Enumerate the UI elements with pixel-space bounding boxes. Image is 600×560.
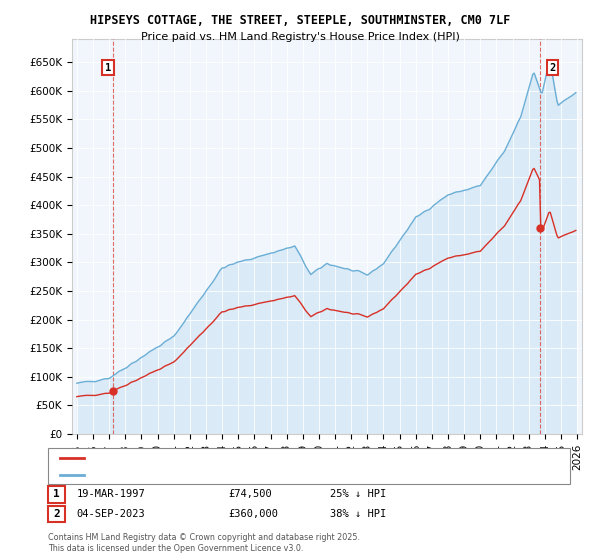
Text: 2: 2 [53, 509, 60, 519]
Text: 38% ↓ HPI: 38% ↓ HPI [330, 509, 386, 519]
Text: Price paid vs. HM Land Registry's House Price Index (HPI): Price paid vs. HM Land Registry's House … [140, 32, 460, 43]
Text: 2: 2 [550, 63, 556, 73]
Text: Contains HM Land Registry data © Crown copyright and database right 2025.
This d: Contains HM Land Registry data © Crown c… [48, 533, 360, 553]
Text: £360,000: £360,000 [228, 509, 278, 519]
Text: 1: 1 [53, 489, 60, 500]
Text: 19-MAR-1997: 19-MAR-1997 [77, 489, 146, 500]
Text: 25% ↓ HPI: 25% ↓ HPI [330, 489, 386, 500]
Text: HIPSEYS COTTAGE, THE STREET, STEEPLE, SOUTHMINSTER, CM0 7LF: HIPSEYS COTTAGE, THE STREET, STEEPLE, SO… [90, 14, 510, 27]
Text: HPI: Average price, detached house, Maldon: HPI: Average price, detached house, Mald… [90, 470, 290, 479]
Text: 1: 1 [105, 63, 111, 73]
Text: 04-SEP-2023: 04-SEP-2023 [77, 509, 146, 519]
Text: £74,500: £74,500 [228, 489, 272, 500]
Text: HIPSEYS COTTAGE, THE STREET, STEEPLE, SOUTHMINSTER, CM0 7LF (detached house): HIPSEYS COTTAGE, THE STREET, STEEPLE, SO… [90, 454, 480, 463]
